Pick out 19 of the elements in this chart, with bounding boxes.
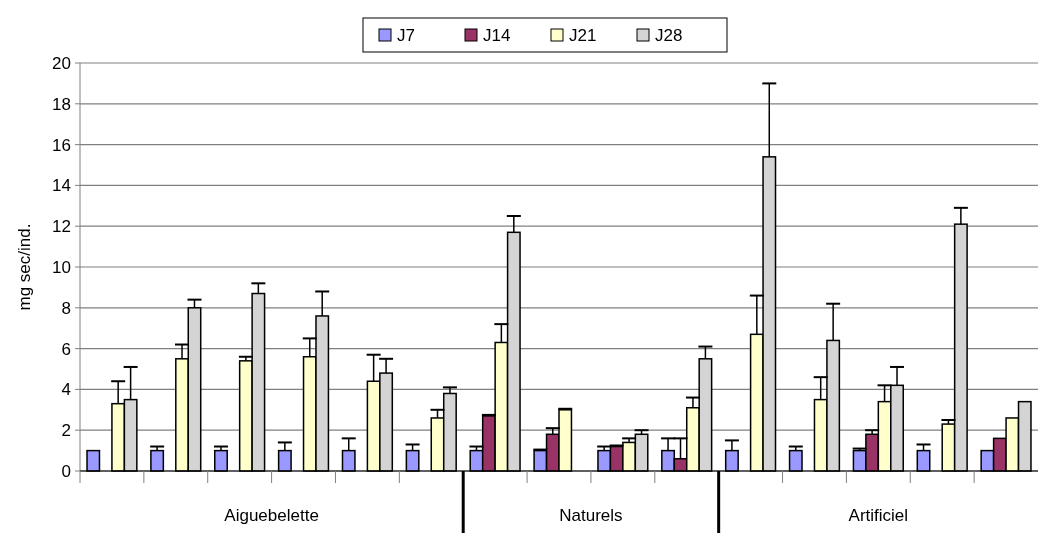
y-tick-label: 0 xyxy=(61,461,71,481)
legend-label: J7 xyxy=(397,25,415,45)
y-tick-label: 20 xyxy=(52,53,71,73)
legend-label: J21 xyxy=(569,25,597,45)
legend-label: J28 xyxy=(655,25,683,45)
text: Aiguebelette xyxy=(224,506,319,525)
y-tick-label: 12 xyxy=(52,217,71,237)
y-tick-label: 14 xyxy=(52,176,71,196)
y-tick-label: 2 xyxy=(61,421,71,441)
y-tick-label: 4 xyxy=(61,380,71,400)
y-axis-title: mg sec/ind. xyxy=(15,223,34,311)
text: Artificiel xyxy=(848,506,909,525)
y-tick-label: 16 xyxy=(52,135,71,155)
y-tick-label: 6 xyxy=(61,339,71,359)
legend-label: J14 xyxy=(483,25,511,45)
y-tick-label: 10 xyxy=(52,257,71,277)
y-tick-label: 8 xyxy=(61,298,71,318)
text: Naturels xyxy=(559,506,623,525)
y-tick-label: 18 xyxy=(52,94,71,114)
